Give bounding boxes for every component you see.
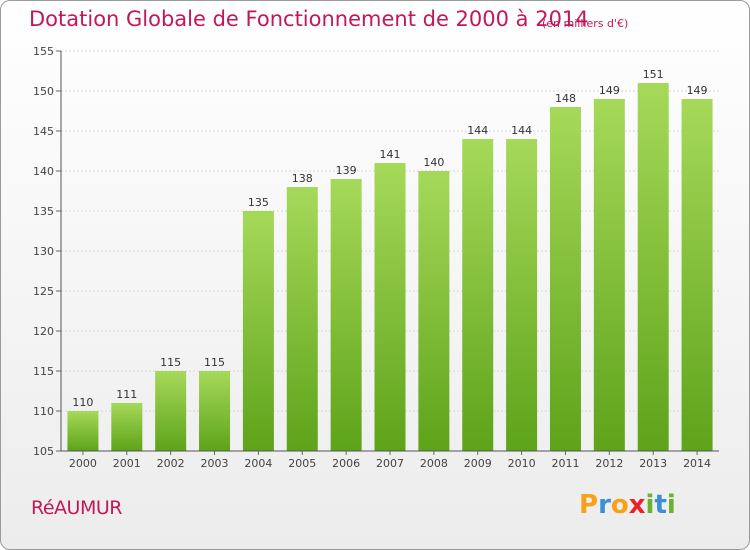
logo-letter: o — [610, 490, 629, 520]
y-tick-label: 125 — [33, 285, 54, 298]
x-tick-label: 2002 — [157, 457, 185, 470]
bar-value-label: 149 — [599, 84, 620, 97]
bar-value-label: 149 — [687, 84, 708, 97]
logo-letter: P — [579, 490, 599, 520]
y-tick-label: 120 — [33, 325, 54, 338]
x-tick-label: 2014 — [683, 457, 711, 470]
x-tick-label: 2005 — [288, 457, 316, 470]
bar-value-label: 111 — [116, 388, 137, 401]
logo-letter: r — [598, 490, 611, 520]
x-tick-label: 2006 — [332, 457, 360, 470]
y-tick-label: 110 — [33, 405, 54, 418]
y-tick-label: 140 — [33, 165, 54, 178]
x-tick-label: 2007 — [376, 457, 404, 470]
bar — [330, 179, 362, 451]
bar-value-label: 139 — [336, 164, 357, 177]
x-tick-label: 2000 — [69, 457, 97, 470]
bar — [67, 411, 99, 451]
y-tick-label: 105 — [33, 445, 54, 458]
x-tick-label: 2013 — [639, 457, 667, 470]
x-tick-label: 2004 — [244, 457, 272, 470]
bar-value-label: 141 — [380, 148, 401, 161]
logo-letter: x — [628, 490, 646, 520]
bar-value-label: 144 — [511, 124, 532, 137]
bar — [462, 139, 494, 451]
bar — [681, 99, 713, 451]
bar — [374, 163, 406, 451]
proxiti-logo: Proxiti — [579, 490, 676, 520]
x-tick-label: 2003 — [201, 457, 229, 470]
bar-value-label: 135 — [248, 196, 269, 209]
x-tick-label: 2009 — [464, 457, 492, 470]
bar-value-label: 148 — [555, 92, 576, 105]
bar — [111, 403, 143, 451]
bar — [286, 187, 318, 451]
bar-value-label: 115 — [204, 356, 225, 369]
y-tick-label: 135 — [33, 205, 54, 218]
x-tick-label: 2001 — [113, 457, 141, 470]
chart-title: Dotation Globale de Fonctionnement de 20… — [29, 7, 589, 31]
y-tick-label: 155 — [33, 45, 54, 58]
bar — [418, 171, 450, 451]
y-tick-label: 150 — [33, 85, 54, 98]
bar-value-label: 144 — [467, 124, 488, 137]
bar-value-label: 110 — [72, 396, 93, 409]
logo-letter: i — [666, 490, 676, 520]
bar — [593, 99, 625, 451]
x-tick-label: 2011 — [551, 457, 579, 470]
bar — [242, 211, 274, 451]
x-tick-label: 2008 — [420, 457, 448, 470]
logo-letter: i — [645, 490, 655, 520]
y-tick-label: 130 — [33, 245, 54, 258]
chart-subtitle: (en milliers d'€) — [542, 17, 629, 30]
bar-value-label: 151 — [643, 68, 664, 81]
bar-value-label: 115 — [160, 356, 181, 369]
y-tick-label: 145 — [33, 125, 54, 138]
x-tick-label: 2010 — [508, 457, 536, 470]
y-tick-label: 115 — [33, 365, 54, 378]
bar — [155, 371, 187, 451]
bar-value-label: 138 — [292, 172, 313, 185]
commune-name: RéAUMUR — [31, 497, 122, 519]
bar — [549, 107, 581, 451]
bar — [199, 371, 231, 451]
bar — [637, 83, 669, 451]
bar — [506, 139, 538, 451]
logo-letter: t — [654, 490, 667, 520]
bar-value-label: 140 — [423, 156, 444, 169]
x-tick-label: 2012 — [595, 457, 623, 470]
